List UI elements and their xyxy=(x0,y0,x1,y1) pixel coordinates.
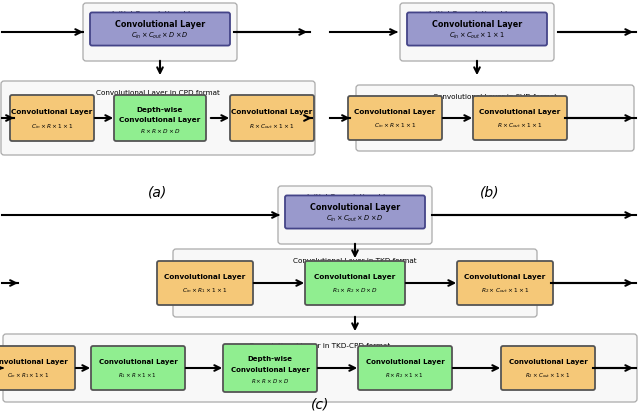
FancyBboxPatch shape xyxy=(173,249,537,317)
Text: Initial Convolutional Layer: Initial Convolutional Layer xyxy=(307,194,403,200)
Text: Convolutional Layer: Convolutional Layer xyxy=(465,274,546,280)
FancyBboxPatch shape xyxy=(230,95,314,141)
Text: (b): (b) xyxy=(480,185,500,199)
FancyBboxPatch shape xyxy=(348,96,442,140)
FancyBboxPatch shape xyxy=(400,3,554,61)
FancyBboxPatch shape xyxy=(114,95,206,141)
Text: Convolutional Layer in CPD format: Convolutional Layer in CPD format xyxy=(96,90,220,96)
Text: Convolutional Layer: Convolutional Layer xyxy=(432,20,522,29)
Text: $C_{in} \times R \times 1 \times 1$: $C_{in} \times R \times 1 \times 1$ xyxy=(31,122,74,131)
Text: $R_2 \times C_{out} \times 1 \times 1$: $R_2 \times C_{out} \times 1 \times 1$ xyxy=(481,287,529,295)
Text: $C_{in} \times R_1 \times 1 \times 1$: $C_{in} \times R_1 \times 1 \times 1$ xyxy=(182,287,228,295)
Text: Convolutional Layer: Convolutional Layer xyxy=(479,109,561,115)
FancyBboxPatch shape xyxy=(10,95,94,141)
FancyBboxPatch shape xyxy=(91,346,185,390)
Text: Convolutional Layer: Convolutional Layer xyxy=(232,109,312,115)
FancyBboxPatch shape xyxy=(305,261,405,305)
Text: Convolutional Layer: Convolutional Layer xyxy=(509,359,588,365)
Text: Convolutional Layer in TKD-CPD format: Convolutional Layer in TKD-CPD format xyxy=(250,343,390,349)
Text: $C_{in} \times R \times 1 \times 1$: $C_{in} \times R \times 1 \times 1$ xyxy=(374,122,416,131)
Text: Convolutional Layer: Convolutional Layer xyxy=(230,367,309,373)
Text: $C_{in} \times C_{out} \times D \times D$: $C_{in} \times C_{out} \times D \times D… xyxy=(326,213,384,223)
Text: Convolutional Layer: Convolutional Layer xyxy=(164,274,246,280)
Text: Convolutional Layer: Convolutional Layer xyxy=(115,20,205,29)
Text: Initial Convolutional Layer: Initial Convolutional Layer xyxy=(112,11,208,17)
Text: Convolutional Layer in TKD format: Convolutional Layer in TKD format xyxy=(293,258,417,264)
FancyBboxPatch shape xyxy=(457,261,553,305)
Text: Convolutional Layer: Convolutional Layer xyxy=(12,109,93,115)
FancyBboxPatch shape xyxy=(90,12,230,46)
Text: $R \times R \times D \times D$: $R \times R \times D \times D$ xyxy=(251,377,289,385)
FancyBboxPatch shape xyxy=(356,85,634,151)
Text: $R \times R \times D \times D$: $R \times R \times D \times D$ xyxy=(140,126,180,135)
Text: Initial Convolutional Layer: Initial Convolutional Layer xyxy=(429,11,525,17)
FancyBboxPatch shape xyxy=(278,186,432,244)
Text: Convolutional Layer: Convolutional Layer xyxy=(99,359,177,365)
Text: Depth-wise: Depth-wise xyxy=(248,356,292,362)
Text: Convolutional Layer in SVD format: Convolutional Layer in SVD format xyxy=(433,94,557,100)
Text: $R \times R_2 \times 1 \times 1$: $R \times R_2 \times 1 \times 1$ xyxy=(385,372,424,380)
Text: $C_{in} \times C_{out} \times D \times D$: $C_{in} \times C_{out} \times D \times D… xyxy=(131,30,189,40)
Text: (a): (a) xyxy=(148,185,168,199)
FancyBboxPatch shape xyxy=(3,334,637,402)
Text: Convolutional Layer: Convolutional Layer xyxy=(355,109,436,115)
FancyBboxPatch shape xyxy=(1,81,315,155)
Text: $R \times C_{out} \times 1 \times 1$: $R \times C_{out} \times 1 \times 1$ xyxy=(249,122,295,131)
FancyBboxPatch shape xyxy=(157,261,253,305)
Text: (c): (c) xyxy=(311,398,329,412)
Text: $R \times C_{out} \times 1 \times 1$: $R \times C_{out} \times 1 \times 1$ xyxy=(497,122,543,131)
Text: Convolutional Layer: Convolutional Layer xyxy=(310,203,400,212)
Text: $R_1 \times R_2 \times D \times D$: $R_1 \times R_2 \times D \times D$ xyxy=(332,287,378,295)
Text: Convolutional Layer: Convolutional Layer xyxy=(0,359,67,365)
FancyBboxPatch shape xyxy=(358,346,452,390)
Text: Convolutional Layer: Convolutional Layer xyxy=(365,359,444,365)
FancyBboxPatch shape xyxy=(285,195,425,229)
FancyBboxPatch shape xyxy=(223,344,317,392)
Text: Convolutional Layer: Convolutional Layer xyxy=(314,274,396,280)
FancyBboxPatch shape xyxy=(83,3,237,61)
FancyBboxPatch shape xyxy=(473,96,567,140)
Text: $C_{in} \times C_{out} \times 1 \times 1$: $C_{in} \times C_{out} \times 1 \times 1… xyxy=(449,30,505,40)
Text: $R_2 \times C_{out} \times 1 \times 1$: $R_2 \times C_{out} \times 1 \times 1$ xyxy=(525,372,571,380)
Text: $R_1 \times R \times 1 \times 1$: $R_1 \times R \times 1 \times 1$ xyxy=(118,372,157,380)
FancyBboxPatch shape xyxy=(501,346,595,390)
Text: Depth-wise: Depth-wise xyxy=(137,107,183,112)
Text: $C_{in} \times R_1 \times 1 \times 1$: $C_{in} \times R_1 \times 1 \times 1$ xyxy=(6,372,49,380)
Text: Convolutional Layer: Convolutional Layer xyxy=(120,117,200,123)
FancyBboxPatch shape xyxy=(407,12,547,46)
FancyBboxPatch shape xyxy=(0,346,75,390)
